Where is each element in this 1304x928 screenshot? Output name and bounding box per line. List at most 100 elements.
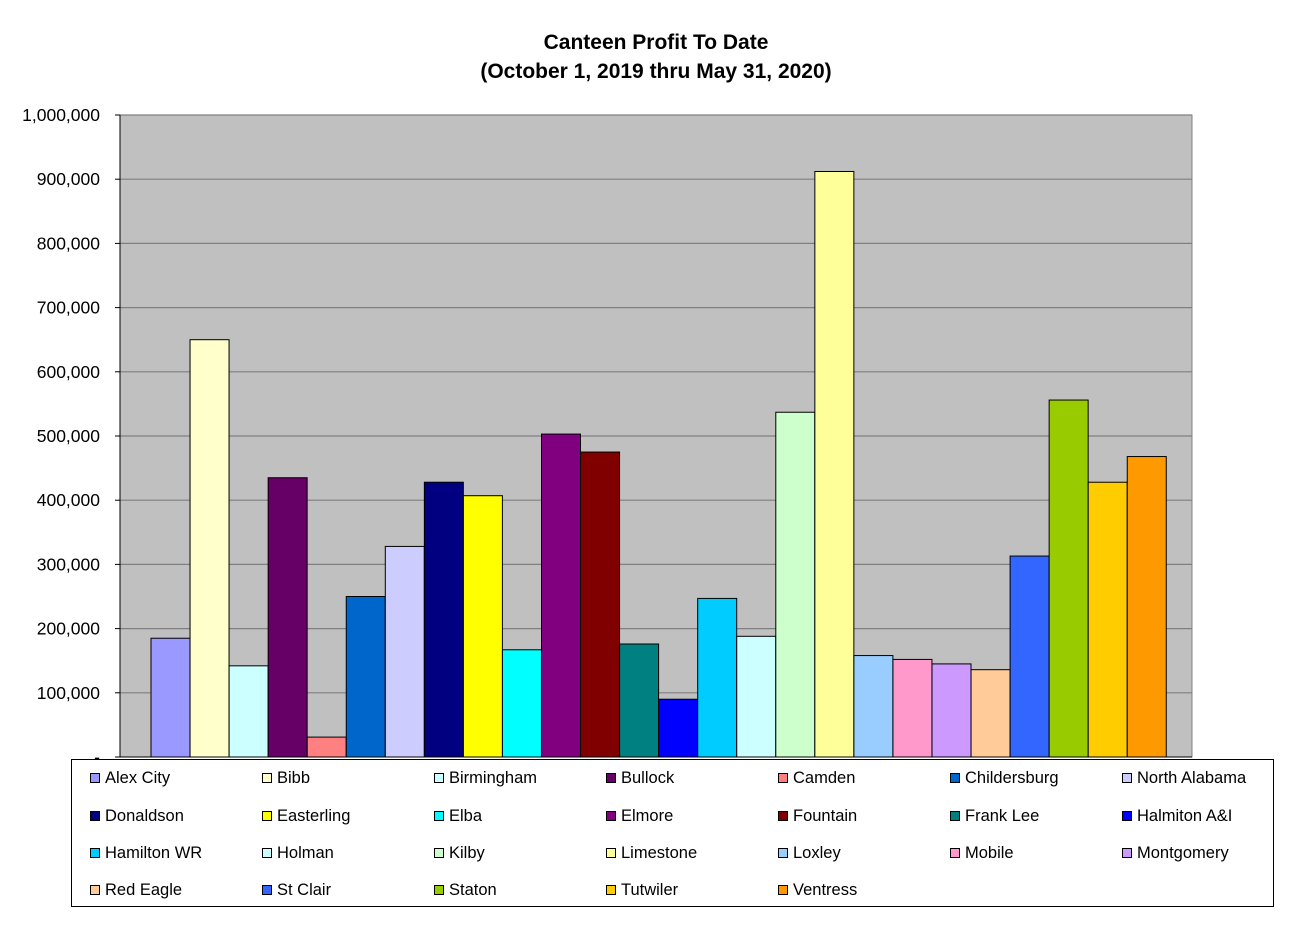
chart-title: Canteen Profit To Date — [543, 31, 769, 54]
bar-camden — [306, 736, 347, 758]
y-tick-label: - — [94, 747, 100, 767]
bar-frank-lee — [619, 643, 660, 758]
legend-swatch — [778, 848, 788, 858]
legend-swatch — [606, 773, 616, 783]
legend-label: Holman — [277, 843, 334, 862]
bar-mobile — [892, 658, 933, 758]
legend-label: Staton — [449, 880, 497, 899]
legend-label: Frank Lee — [965, 806, 1040, 825]
legend-item-frank-lee: Frank Lee — [950, 806, 1039, 826]
bar-bibb — [189, 339, 230, 758]
legend-label: Elba — [449, 806, 483, 825]
legend-swatch — [434, 885, 444, 895]
bar-kilby — [775, 411, 816, 758]
legend-swatch — [950, 811, 960, 821]
legend-item-alex-city: Alex City — [90, 768, 170, 788]
legend-label: Limestone — [621, 843, 698, 862]
legend-swatch — [1122, 773, 1132, 783]
legend-item-bullock: Bullock — [606, 768, 674, 788]
legend-swatch — [1122, 811, 1132, 821]
legend-swatch — [262, 811, 272, 821]
bar-birmingham — [228, 665, 269, 758]
bar-alex-city — [150, 637, 191, 758]
bar-tutwiler — [1087, 481, 1128, 758]
y-tick-label: 800,000 — [37, 233, 101, 253]
y-tick-label: 900,000 — [37, 169, 101, 189]
legend-swatch — [90, 848, 100, 858]
legend-label: Ventress — [793, 880, 858, 899]
legend-item-donaldson: Donaldson — [90, 806, 184, 826]
legend-swatch — [262, 885, 272, 895]
legend-item-red-eagle: Red Eagle — [90, 880, 182, 900]
legend-item-limestone: Limestone — [606, 843, 697, 863]
y-tick-label: 100,000 — [37, 683, 101, 703]
legend-swatch — [606, 811, 616, 821]
legend-item-childersburg: Childersburg — [950, 768, 1059, 788]
legend-label: Loxley — [793, 843, 841, 862]
legend-swatch — [90, 885, 100, 895]
bar-ventress — [1126, 456, 1167, 758]
bar-donaldson — [423, 481, 464, 758]
bar-st-clair — [1009, 555, 1050, 758]
legend-swatch — [434, 773, 444, 783]
legend-label: North Alabama — [1137, 768, 1247, 787]
legend-item-st-clair: St Clair — [262, 880, 331, 900]
bar-childersburg — [345, 596, 386, 758]
legend-swatch — [262, 848, 272, 858]
legend-label: Mobile — [965, 843, 1014, 862]
bars — [150, 170, 1167, 758]
bar-elmore — [541, 433, 581, 758]
legend-swatch — [778, 885, 788, 895]
bar-bullock — [267, 477, 308, 758]
bar-holman — [736, 635, 777, 758]
legend-label: Fountain — [793, 806, 858, 825]
bar-loxley — [853, 655, 894, 758]
y-tick-label: 1,000,000 — [22, 105, 100, 125]
y-tick-label: 700,000 — [37, 298, 101, 318]
bar-elba — [501, 649, 542, 758]
legend-item-north-alabama: North Alabama — [1122, 768, 1246, 788]
legend-label: Kilby — [449, 843, 485, 862]
legend-swatch — [778, 773, 788, 783]
legend-item-camden: Camden — [778, 768, 855, 788]
bar-limestone — [814, 170, 855, 758]
legend-swatch — [90, 811, 100, 821]
legend-swatch — [950, 773, 960, 783]
legend-swatch — [90, 773, 100, 783]
y-tick-label: 400,000 — [37, 490, 101, 510]
legend-label: Childersburg — [965, 768, 1059, 787]
bar-easterling — [462, 495, 503, 758]
legend-item-elmore: Elmore — [606, 806, 673, 826]
legend-swatch — [606, 885, 616, 895]
bar-north-alabama — [384, 545, 425, 758]
legend-label: Halmiton A&I — [1137, 806, 1233, 825]
legend-item-fountain: Fountain — [778, 806, 857, 826]
chart-subtitle: (October 1, 2019 thru May 31, 2020) — [480, 60, 832, 83]
legend-item-birmingham: Birmingham — [434, 768, 537, 788]
legend-swatch — [950, 848, 960, 858]
y-tick-label: 300,000 — [37, 554, 101, 574]
legend-item-montgomery: Montgomery — [1122, 843, 1229, 863]
chart-title-block: Canteen Profit To Date (October 1, 2019 … — [120, 28, 1192, 86]
legend-swatch — [434, 811, 444, 821]
y-tick-label: 500,000 — [37, 426, 101, 446]
legend-label: Bullock — [621, 768, 675, 787]
legend-swatch — [262, 773, 272, 783]
legend-swatch — [778, 811, 788, 821]
y-tick-label: 200,000 — [37, 619, 101, 639]
bar-red-eagle — [970, 669, 1011, 758]
bar-fountain — [580, 451, 621, 758]
legend-item-staton: Staton — [434, 880, 497, 900]
bar-hamilton-wr — [697, 597, 738, 758]
legend-item-ventress: Ventress — [778, 880, 857, 900]
bar-montgomery — [931, 663, 972, 758]
legend-swatch — [1122, 848, 1132, 858]
legend-item-hamilton-wr: Hamilton WR — [90, 843, 202, 863]
legend-item-easterling: Easterling — [262, 806, 350, 826]
legend-item-halmiton-a-i: Halmiton A&I — [1122, 806, 1232, 826]
legend-label: Camden — [793, 768, 856, 787]
legend-label: Alex City — [105, 768, 171, 787]
y-tick-label: 600,000 — [37, 362, 101, 382]
legend-item-tutwiler: Tutwiler — [606, 880, 678, 900]
